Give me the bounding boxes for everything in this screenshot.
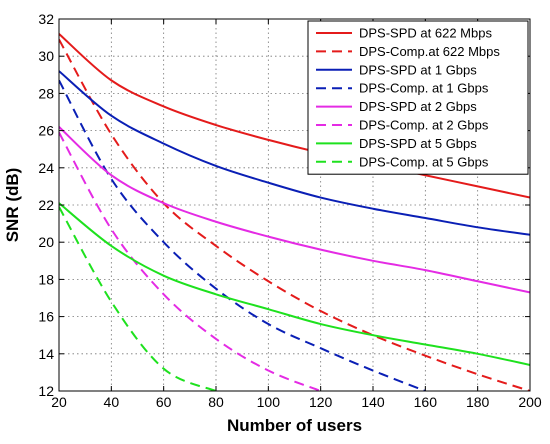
y-tick-label: 26 (38, 123, 54, 139)
x-tick-label: 180 (466, 394, 490, 410)
x-tick-label: 200 (518, 394, 542, 410)
series-lines (59, 33, 530, 391)
x-tick-label: 40 (104, 394, 120, 410)
series-line-6 (59, 131, 322, 391)
legend-label: DPS-SPD at 622 Mbps (359, 26, 492, 41)
legend-label: DPS-SPD at 1 Gbps (359, 62, 477, 77)
legend-label: DPS-Comp. at 5 Gbps (359, 154, 489, 169)
series-line-2 (59, 38, 530, 391)
y-tick-label: 28 (38, 85, 54, 101)
series-line-1 (59, 33, 530, 199)
y-tick-label: 22 (38, 197, 54, 213)
axis-ticks: 20 40 60 80 100 120 140 160 180 200 12 14 16 18 20 22 24… (38, 11, 541, 410)
series-line-8 (59, 206, 217, 391)
y-tick-label: 32 (38, 11, 54, 27)
y-tick-label: 20 (38, 234, 54, 250)
x-tick-label: 140 (361, 394, 385, 410)
y-tick-label: 24 (38, 160, 54, 176)
x-tick-label: 100 (257, 394, 281, 410)
y-tick-label: 18 (38, 271, 54, 287)
series-line-4 (59, 79, 426, 391)
legend-label: DPS-SPD at 5 Gbps (359, 136, 477, 151)
x-axis-label: Number of users (227, 416, 362, 435)
series-line-3 (59, 70, 530, 236)
legend: DPS-SPD at 622 Mbps DPS-Comp.at 622 Mbps D… (307, 20, 529, 175)
legend-label: DPS-Comp. at 1 Gbps (359, 81, 489, 96)
series-line-7 (59, 202, 530, 366)
x-tick-label: 120 (309, 394, 333, 410)
legend-label: DPS-SPD at 2 Gbps (359, 99, 477, 114)
legend-label: DPS-Comp. at 2 Gbps (359, 118, 489, 133)
y-axis-label: SNR (dB) (3, 168, 22, 243)
y-tick-label: 30 (38, 48, 54, 64)
y-tick-label: 16 (38, 309, 54, 325)
x-tick-label: 60 (156, 394, 172, 410)
x-tick-label: 80 (208, 394, 224, 410)
y-tick-label: 14 (38, 346, 54, 362)
y-tick-label: 12 (38, 383, 54, 399)
series-line-5 (59, 126, 530, 294)
x-tick-label: 20 (51, 394, 67, 410)
x-tick-label: 160 (414, 394, 438, 410)
legend-label: DPS-Comp.at 622 Mbps (359, 44, 500, 59)
legend-box (307, 20, 529, 175)
